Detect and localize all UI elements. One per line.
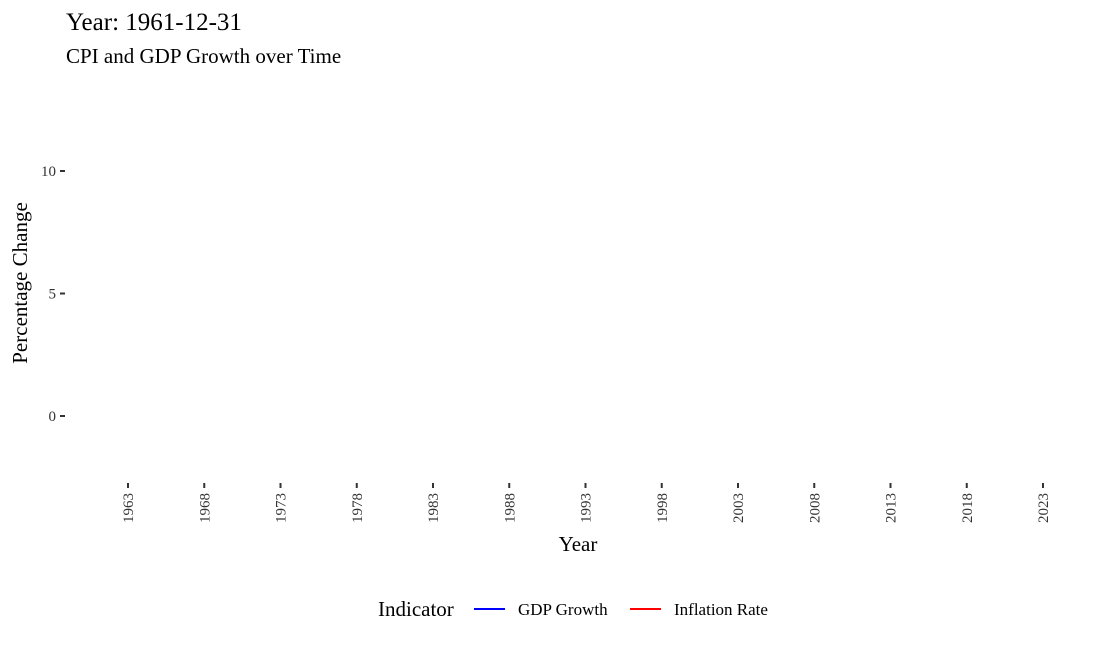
x-tick-label: 1983 <box>426 493 442 523</box>
y-axis: 0 5 10 <box>41 164 65 425</box>
x-axis: 1963 1968 1973 1978 1983 1988 1993 1998 2003 2008… <box>121 483 1052 523</box>
legend: Indicator GDP Growth Inflation Rate <box>378 597 768 621</box>
y-tick-label: 0 <box>49 409 57 425</box>
legend-title: Indicator <box>378 597 454 621</box>
x-tick-label: 2013 <box>884 493 900 523</box>
x-tick-label: 1973 <box>274 493 290 523</box>
chart-subtitle: CPI and GDP Growth over Time <box>66 44 341 68</box>
x-tick-label: 2023 <box>1036 493 1052 523</box>
legend-label: GDP Growth <box>518 600 608 619</box>
legend-label: Inflation Rate <box>674 600 768 619</box>
x-tick-label: 1978 <box>350 493 366 523</box>
x-tick-label: 1988 <box>502 493 518 523</box>
x-tick-label: 1993 <box>579 493 595 523</box>
x-tick-label: 1963 <box>121 493 137 523</box>
x-tick-label: 1968 <box>197 493 213 523</box>
x-tick-label: 2008 <box>807 493 823 523</box>
y-tick-label: 10 <box>41 164 56 180</box>
x-tick-label: 2003 <box>731 493 747 523</box>
chart-title: Year: 1961-12-31 <box>66 9 242 36</box>
x-tick-label: 1998 <box>655 493 671 523</box>
y-tick-label: 5 <box>49 287 57 303</box>
y-axis-title: Percentage Change <box>8 202 32 364</box>
x-tick-label: 2018 <box>960 493 976 523</box>
x-axis-title: Year <box>559 532 598 556</box>
